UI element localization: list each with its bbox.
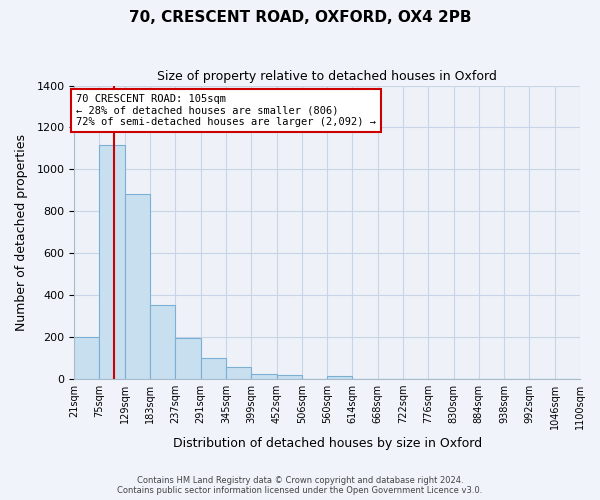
Text: 70, CRESCENT ROAD, OXFORD, OX4 2PB: 70, CRESCENT ROAD, OXFORD, OX4 2PB — [129, 10, 471, 25]
Bar — [150, 306, 175, 378]
Bar — [175, 338, 200, 378]
Bar — [125, 194, 150, 378]
Text: 70 CRESCENT ROAD: 105sqm
← 28% of detached houses are smaller (806)
72% of semi-: 70 CRESCENT ROAD: 105sqm ← 28% of detach… — [76, 94, 376, 127]
Bar — [251, 374, 277, 378]
Title: Size of property relative to detached houses in Oxford: Size of property relative to detached ho… — [157, 70, 497, 83]
Text: Contains HM Land Registry data © Crown copyright and database right 2024.
Contai: Contains HM Land Registry data © Crown c… — [118, 476, 482, 495]
Y-axis label: Number of detached properties: Number of detached properties — [15, 134, 28, 330]
Bar — [327, 376, 352, 378]
Bar — [100, 145, 125, 378]
X-axis label: Distribution of detached houses by size in Oxford: Distribution of detached houses by size … — [173, 437, 482, 450]
Bar — [74, 336, 100, 378]
Bar — [277, 376, 302, 378]
Bar — [226, 367, 251, 378]
Bar — [200, 358, 226, 378]
